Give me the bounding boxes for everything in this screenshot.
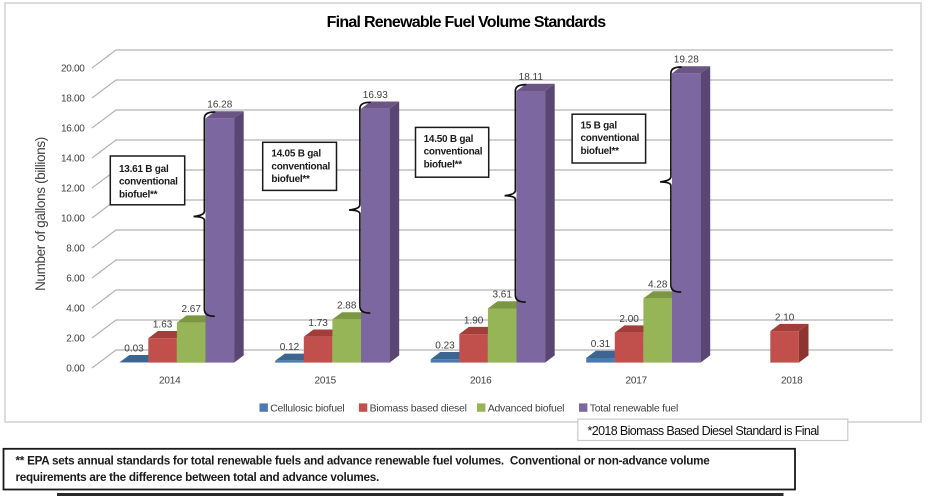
svg-text:0.00: 0.00 <box>66 364 85 375</box>
svg-text:Advanced biofuel: Advanced biofuel <box>488 402 565 414</box>
svg-text:*2018 Biomass Based Diesel Sta: *2018 Biomass Based Diesel Standard is F… <box>588 424 819 438</box>
svg-text:0.23: 0.23 <box>435 340 455 351</box>
svg-text:14.05 B gal: 14.05 B gal <box>271 149 321 160</box>
svg-text:2.67: 2.67 <box>181 304 201 315</box>
svg-text:18.11: 18.11 <box>519 72 544 83</box>
svg-text:conventional: conventional <box>119 177 178 188</box>
svg-text:2.10: 2.10 <box>775 312 795 323</box>
svg-text:13.61 B gal: 13.61 B gal <box>119 164 169 175</box>
svg-text:Total renewable fuel: Total renewable fuel <box>590 402 678 414</box>
svg-text:Number of gallons (billions): Number of gallons (billions) <box>33 137 48 291</box>
svg-text:18.00: 18.00 <box>61 94 85 105</box>
svg-text:14.00: 14.00 <box>61 154 85 165</box>
svg-text:16.28: 16.28 <box>207 100 232 111</box>
svg-text:conventional: conventional <box>424 147 483 158</box>
svg-text:4.28: 4.28 <box>648 280 668 291</box>
svg-text:2016: 2016 <box>470 376 492 387</box>
svg-text:4.00: 4.00 <box>66 304 85 315</box>
svg-text:** EPA sets annual standards f: ** EPA sets annual standards for total r… <box>16 455 711 468</box>
svg-text:requirements are the differenc: requirements are the difference between … <box>16 471 379 484</box>
svg-text:biofuel**: biofuel** <box>424 159 463 170</box>
svg-text:1.90: 1.90 <box>464 315 484 326</box>
svg-text:Final Renewable Fuel Volume St: Final Renewable Fuel Volume Standards <box>327 14 607 31</box>
svg-text:12.00: 12.00 <box>61 184 85 195</box>
svg-text:2.00: 2.00 <box>619 314 639 325</box>
svg-text:1.73: 1.73 <box>308 318 328 329</box>
svg-text:conventional: conventional <box>271 161 330 172</box>
svg-text:19.28: 19.28 <box>674 55 699 66</box>
svg-text:0.03: 0.03 <box>124 343 144 354</box>
svg-text:8.00: 8.00 <box>66 244 85 255</box>
svg-text:2017: 2017 <box>626 376 648 387</box>
svg-text:2.88: 2.88 <box>337 301 357 312</box>
svg-text:0.31: 0.31 <box>591 339 611 350</box>
svg-text:1.63: 1.63 <box>153 319 173 330</box>
svg-text:16.93: 16.93 <box>363 90 388 101</box>
svg-text:2015: 2015 <box>315 376 337 387</box>
svg-text:6.00: 6.00 <box>66 274 85 285</box>
svg-text:14.50 B gal: 14.50 B gal <box>424 134 474 145</box>
svg-text:biofuel**: biofuel** <box>271 174 310 185</box>
svg-text:15 B gal: 15 B gal <box>581 121 618 132</box>
svg-text:2018: 2018 <box>781 376 803 387</box>
svg-text:16.00: 16.00 <box>61 124 85 135</box>
svg-text:3.61: 3.61 <box>492 290 512 301</box>
svg-text:Biomass based diesel: Biomass based diesel <box>370 402 467 414</box>
svg-text:10.00: 10.00 <box>61 214 85 225</box>
svg-text:2.00: 2.00 <box>66 334 85 345</box>
svg-text:2014: 2014 <box>159 376 181 387</box>
svg-text:biofuel**: biofuel** <box>119 189 158 200</box>
svg-text:conventional: conventional <box>581 133 640 144</box>
svg-text:20.00: 20.00 <box>61 64 85 75</box>
svg-text:0.12: 0.12 <box>280 342 300 353</box>
svg-text:biofuel**: biofuel** <box>581 146 620 157</box>
svg-text:Cellulosic biofuel: Cellulosic biofuel <box>270 402 344 414</box>
